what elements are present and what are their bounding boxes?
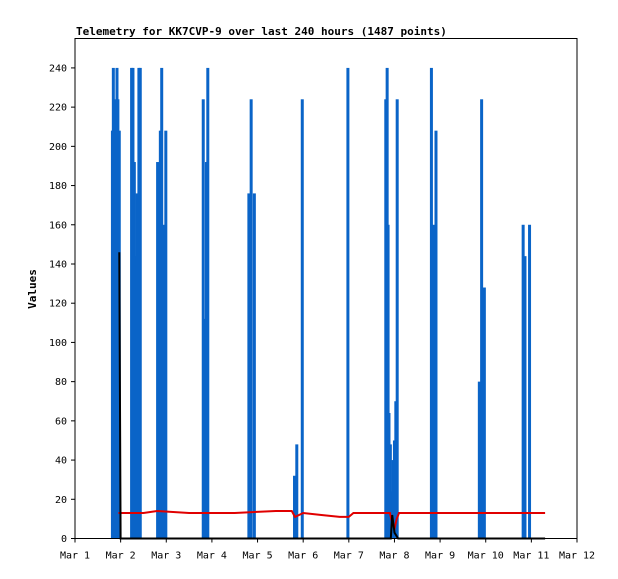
- telemetry-bar: [135, 193, 139, 539]
- y-tick-label: 200: [49, 142, 67, 153]
- y-tick-label: 180: [49, 181, 67, 192]
- telemetry-bar: [480, 99, 484, 539]
- telemetry-bar: [300, 99, 304, 539]
- x-tick-label: Mar 3: [151, 551, 181, 562]
- x-tick-label: Mar 6: [288, 551, 318, 562]
- y-tick-label: 120: [49, 299, 67, 310]
- y-tick-label: 160: [49, 220, 67, 231]
- y-tick-label: 20: [55, 495, 67, 506]
- telemetry-bar: [528, 224, 532, 539]
- x-tick-label: Mar 9: [425, 551, 455, 562]
- x-tick-label: Mar 1: [60, 551, 90, 562]
- telemetry-bar: [346, 67, 350, 539]
- x-tick-label: Mar 2: [106, 551, 136, 562]
- y-axis-label: Values: [26, 269, 39, 309]
- y-tick-label: 240: [49, 63, 67, 74]
- telemetry-bar: [477, 381, 481, 539]
- telemetry-bar: [523, 256, 527, 539]
- y-tick-label: 60: [55, 416, 67, 427]
- x-axis: Mar 1 Mar 2 Mar 3 Mar 4 Mar 5 Mar 6 Mar 7 Mar 8…: [60, 538, 595, 562]
- telemetry-bar: [432, 224, 436, 539]
- telemetry-bar: [521, 224, 525, 539]
- y-tick-label: 80: [55, 377, 67, 388]
- x-tick-label: Mar 4: [197, 551, 227, 562]
- y-tick-label: 100: [49, 338, 67, 349]
- telemetry-bar: [201, 99, 205, 539]
- x-tick-label: Mar 7: [334, 551, 364, 562]
- telemetry-bar: [247, 193, 251, 539]
- plot-area: [110, 67, 546, 540]
- plot-frame: [74, 38, 578, 539]
- telemetry-bar: [206, 67, 210, 539]
- x-tick-label: Mar 11: [513, 551, 549, 562]
- telemetry-bar: [249, 99, 253, 539]
- series-line-red: [118, 509, 546, 533]
- telemetry-bar: [386, 224, 390, 539]
- telemetry-bar: [482, 287, 486, 539]
- x-tick-label: Mar 10: [468, 551, 504, 562]
- telemetry-bar: [113, 130, 117, 539]
- y-tick-label: 220: [49, 103, 67, 114]
- telemetry-bar: [434, 130, 438, 539]
- y-tick-label: 40: [55, 456, 67, 467]
- x-tick-label: Mar 12: [559, 551, 595, 562]
- chart-title: Telemetry for KK7CVP-9 over last 240 hou…: [76, 25, 447, 38]
- telemetry-bar: [295, 444, 299, 539]
- y-tick-label: 140: [49, 259, 67, 270]
- telemetry-bar: [138, 67, 142, 539]
- x-tick-label: Mar 8: [379, 551, 409, 562]
- telemetry-bar: [395, 99, 399, 539]
- telemetry-bar: [293, 475, 297, 539]
- telemetry-bar: [252, 193, 256, 539]
- y-axis: 0 20 40 60 80 100 120 140 160 180 200 220 240: [49, 63, 75, 545]
- telemetry-bar: [164, 130, 168, 539]
- telemetry-bar: [161, 224, 165, 539]
- y-tick-label: 0: [61, 534, 67, 545]
- x-tick-label: Mar 5: [242, 551, 272, 562]
- telemetry-bar: [429, 67, 433, 539]
